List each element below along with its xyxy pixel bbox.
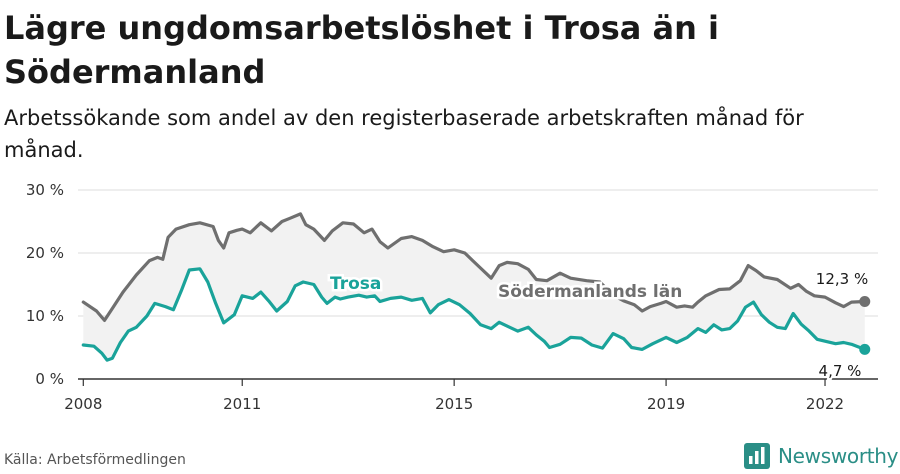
brand-name: Newsworthy	[778, 444, 899, 468]
series-line-trosa	[81, 267, 867, 362]
x-tick-label: 2008	[64, 395, 102, 413]
x-tick-label: 2019	[647, 395, 685, 413]
series-label-trosa: Trosa	[330, 274, 381, 294]
newsworthy-logo-icon	[744, 443, 770, 469]
range-band	[83, 213, 865, 361]
y-tick-label: 20 %	[26, 244, 64, 262]
y-tick-label: 10 %	[26, 307, 64, 325]
newsworthy-logo: Newsworthy	[744, 441, 899, 471]
x-axis: 2008 2011 2015 2019 2022	[64, 379, 844, 413]
line-chart: 0 % 10 % 20 % 30 % 2008 2011 2015 2019 2022 Söd…	[26, 181, 878, 413]
series-label-sodermanlands-lan: Södermanlands län	[498, 282, 682, 302]
chart-subtitle: Arbetssökande som andel av den registerb…	[4, 106, 804, 162]
x-tick-label: 2022	[806, 395, 844, 413]
chart-title: Lägre ungdomsarbetslöshet i Trosa än i S…	[4, 9, 719, 91]
x-tick-label: 2015	[435, 395, 473, 413]
end-value-label-trosa: 4,7 %	[819, 362, 862, 380]
y-tick-label: 0 %	[35, 370, 64, 388]
y-tick-label: 30 %	[26, 181, 64, 199]
end-point-trosa	[859, 343, 871, 355]
series-line-sodermanlands-lan	[81, 212, 867, 322]
source-note: Källa: Arbetsförmedlingen	[4, 452, 186, 468]
end-point-sodermanlands-lan	[859, 296, 871, 308]
end-value-label-sodermanlands-lan: 12,3 %	[816, 270, 868, 288]
x-tick-label: 2011	[223, 395, 261, 413]
